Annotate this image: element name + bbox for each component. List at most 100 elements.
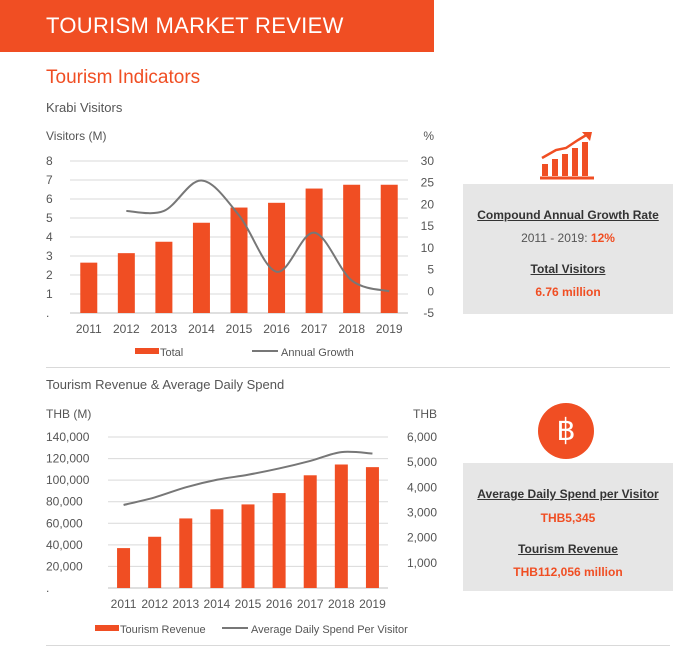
x-tick-label: 2016 [263, 322, 290, 336]
header-banner: TOURISM MARKET REVIEW [0, 0, 434, 52]
x-tick-label: 2019 [376, 322, 403, 336]
y-tick-label: 6 [46, 192, 53, 206]
y2-tick-label: 10 [421, 241, 435, 255]
page-title: TOURISM MARKET REVIEW [46, 13, 344, 38]
x-tick-label: 2011 [76, 322, 102, 336]
x-tick-label: 2016 [266, 597, 293, 611]
y2-tick-label: -5 [423, 306, 434, 320]
growth-chart-icon [538, 132, 598, 187]
x-tick-label: 2013 [172, 597, 199, 611]
bar [272, 493, 286, 588]
x-tick-label: 2012 [113, 322, 140, 336]
y2-tick-label: 5 [427, 263, 434, 277]
y-tick-label: 20,000 [46, 559, 83, 573]
bar [343, 184, 361, 313]
y-tick-label: 4 [46, 230, 53, 244]
x-tick-label: 2013 [151, 322, 178, 336]
y-tick-label: 100,000 [46, 473, 90, 487]
y-tick-label: 120,000 [46, 452, 90, 466]
y-tick-label: . [46, 581, 49, 595]
bar [241, 504, 255, 588]
cagr-label: Compound Annual Growth Rate [477, 208, 659, 222]
y-tick-label: 7 [46, 173, 53, 187]
legend-bar-swatch [135, 348, 159, 354]
bar [268, 202, 286, 313]
bar [305, 188, 323, 313]
y-tick-label: 8 [46, 154, 53, 168]
revenue-chart: THB (M) THB 140,000 120,000 100,000 80,000 60,… [46, 407, 437, 636]
baht-symbol: ฿ [538, 403, 594, 459]
bar [148, 536, 162, 588]
y2-axis-title: THB [413, 407, 437, 421]
line-series [123, 450, 373, 506]
legend-line-label: Average Daily Spend Per Visitor [251, 624, 408, 636]
y-tick-label: 80,000 [46, 495, 83, 509]
x-tick-label: 2014 [188, 322, 215, 336]
x-tick-label: 2017 [301, 322, 328, 336]
y-tick-label: 140,000 [46, 430, 90, 444]
chart2-title: Tourism Revenue & Average Daily Spend [46, 377, 285, 392]
total-visitors-value: 6.76 million [535, 285, 601, 299]
bar [179, 518, 193, 588]
y-tick-label: 2 [46, 268, 53, 282]
bar [192, 222, 210, 313]
y2-tick-label: 5,000 [407, 455, 437, 469]
y2-tick-label: 4,000 [407, 480, 437, 494]
x-tick-label: 2015 [235, 597, 262, 611]
baht-coin-icon: ฿ [538, 403, 594, 459]
daily-spend-label: Average Daily Spend per Visitor [477, 487, 659, 501]
bar [334, 464, 348, 588]
daily-spend-value: THB5,345 [540, 511, 596, 525]
y-tick-label: 5 [46, 211, 53, 225]
visitors-chart: Visitors (M) %87654321.302520151050-52011… [46, 129, 435, 359]
legend-bar-label: Total [160, 347, 183, 359]
bar [117, 253, 135, 313]
y2-tick-label: 0 [427, 284, 434, 298]
cagr-range: 2011 - 2019: [521, 231, 591, 245]
y2-tick-label: 2,000 [407, 531, 437, 545]
legend-line-label: Annual Growth [281, 347, 354, 359]
cagr-value-line: 2011 - 2019: 12% [463, 231, 673, 245]
cagr-rate: 12% [590, 231, 615, 245]
line-series [126, 179, 390, 293]
legend-bar-swatch [95, 625, 119, 631]
x-tick-label: 2017 [297, 597, 324, 611]
y2-axis-title: % [423, 129, 434, 143]
tourism-revenue-label: Tourism Revenue [518, 542, 618, 556]
y2-tick-label: 6,000 [407, 430, 437, 444]
y2-tick-label: 3,000 [407, 506, 437, 520]
x-tick-label: 2018 [338, 322, 365, 336]
bar [230, 207, 248, 313]
y-tick-label: . [46, 306, 49, 320]
bar [303, 475, 317, 588]
y-tick-label: 60,000 [46, 516, 83, 530]
bar [80, 262, 98, 313]
y-axis-title: THB (M) [46, 407, 91, 421]
y2-tick-label: 15 [421, 219, 435, 233]
cagr-box: Compound Annual Growth Rate 2011 - 2019:… [463, 184, 673, 314]
x-tick-label: 2014 [204, 597, 231, 611]
bar [380, 184, 398, 313]
legend-bar-label: Tourism Revenue [120, 624, 206, 636]
y-tick-label: 1 [46, 287, 53, 301]
y2-tick-label: 20 [421, 197, 435, 211]
spend-box: Average Daily Spend per Visitor THB5,345… [463, 463, 673, 591]
total-visitors-label: Total Visitors [530, 262, 606, 276]
y-tick-label: 40,000 [46, 538, 83, 552]
section-title: Tourism Indicators [46, 67, 201, 88]
y-axis-title: Visitors (M) [46, 129, 106, 143]
bar [365, 467, 379, 588]
x-tick-label: 2015 [226, 322, 253, 336]
x-tick-label: 2012 [141, 597, 168, 611]
bar [155, 241, 173, 313]
tourism-revenue-value: THB112,056 million [513, 565, 623, 579]
bar [210, 509, 224, 588]
bar [117, 548, 131, 588]
bottom-divider [46, 645, 670, 646]
x-tick-label: 2011 [111, 597, 137, 611]
y2-tick-label: 1,000 [407, 556, 437, 570]
chart1-title: Krabi Visitors [46, 100, 123, 115]
y2-tick-label: 30 [421, 154, 435, 168]
x-tick-label: 2019 [359, 597, 386, 611]
y2-tick-label: 25 [421, 176, 435, 190]
